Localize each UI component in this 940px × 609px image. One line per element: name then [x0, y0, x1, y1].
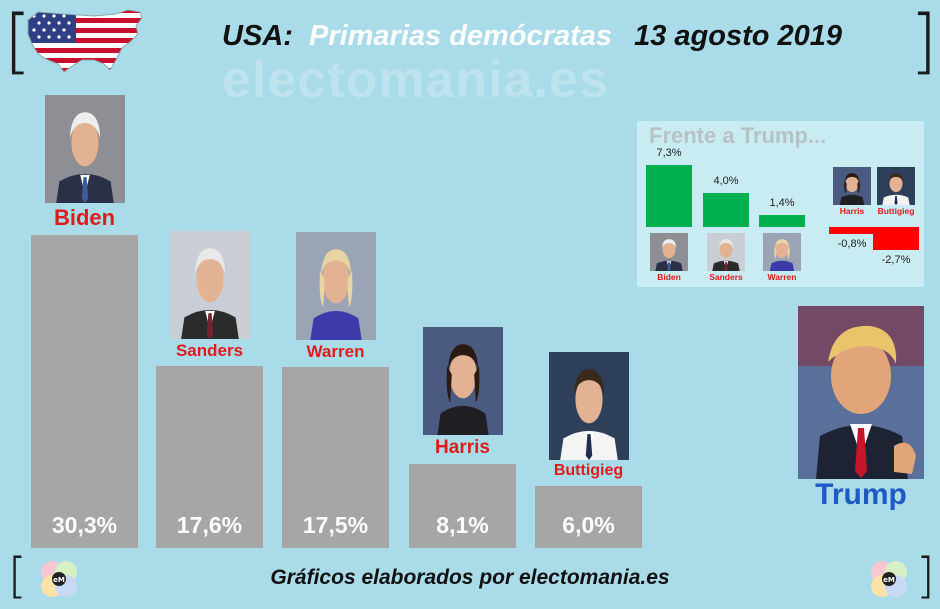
- electomania-logo-icon-right: eM: [871, 561, 907, 597]
- bar-value-biden: 30,3%: [51, 512, 118, 538]
- inset-photo-harris: [833, 167, 871, 205]
- footer-credit: Gráficos elaborados por electomania.es: [270, 566, 670, 589]
- electomania-logo-icon: eM: [41, 561, 77, 597]
- watermark-text: electomania.es: [222, 51, 609, 109]
- inset-bar-harris: [829, 227, 875, 234]
- svg-text:eM: eM: [53, 576, 65, 584]
- inset-value-sanders: 4,0%: [713, 175, 739, 188]
- bar-warren: [282, 367, 389, 548]
- inset-name-harris: Harris: [839, 206, 865, 216]
- inset-value-warren: 1,4%: [769, 197, 795, 210]
- bar-harris: [409, 464, 516, 548]
- title-main: Primarias demócratas: [308, 20, 613, 52]
- inset-chart-title: Frente a Trump...: [649, 123, 827, 148]
- inset-photo-buttigieg: [877, 167, 915, 205]
- inset-photo-sanders: [707, 233, 745, 271]
- candidate-name-warren: Warren: [306, 342, 365, 362]
- inset-name-warren: Warren: [767, 272, 797, 282]
- inset-photo-biden: [650, 233, 688, 271]
- vs-trump-inset-chart: Frente a Trump... 7,3% Biden 4,0% Sanders…: [637, 121, 924, 287]
- bar-value-sanders: 17,6%: [176, 512, 243, 538]
- bar-value-harris: 8,1%: [436, 512, 489, 538]
- title-date: 13 agosto 2019: [634, 20, 843, 52]
- candidate-name-buttigieg: Buttigieg: [553, 462, 624, 480]
- bar-sanders: [156, 366, 263, 548]
- bar-value-warren: 17,5%: [302, 512, 369, 538]
- photo-buttigieg: [548, 352, 629, 461]
- inset-bar-sanders: [703, 193, 749, 227]
- inset-name-sanders: Sanders: [709, 272, 743, 282]
- photo-harris: [422, 327, 503, 436]
- inset-bar-buttigieg: [873, 227, 919, 250]
- right-bracket-top: ]: [910, 0, 938, 82]
- left-bracket-top: [: [4, 0, 32, 82]
- inset-value-biden: 7,3%: [656, 147, 682, 159]
- candidate-name-harris: Harris: [435, 437, 490, 459]
- left-bracket-bottom: [: [8, 548, 27, 604]
- trump-photo: [798, 306, 924, 479]
- inset-name-buttigieg: Buttigieg: [877, 206, 915, 216]
- usa-flag-map-icon: [27, 9, 143, 73]
- inset-value-buttigieg: -2,7%: [881, 253, 911, 266]
- photo-biden: [44, 95, 125, 203]
- page-title: USA: Primarias demócratas 13 agosto 2019: [222, 20, 842, 60]
- bar-biden: [31, 235, 138, 548]
- photo-warren: [295, 232, 376, 341]
- photo-sanders: [169, 231, 250, 340]
- trump-label: Trump: [815, 478, 907, 511]
- bar-buttigieg: [535, 486, 642, 548]
- inset-name-biden: Biden: [657, 272, 681, 282]
- inset-value-harris: -0,8%: [837, 237, 867, 250]
- candidate-name-sanders: Sanders: [175, 341, 244, 361]
- inset-photo-warren: [763, 233, 801, 271]
- candidate-name-biden: Biden: [53, 205, 116, 230]
- inset-bar-warren: [759, 215, 805, 227]
- inset-bar-biden: [646, 165, 692, 227]
- right-bracket-bottom: ]: [916, 548, 935, 604]
- bar-value-buttigieg: 6,0%: [562, 512, 615, 538]
- svg-text:eM: eM: [883, 576, 895, 584]
- title-prefix: USA:: [222, 20, 293, 52]
